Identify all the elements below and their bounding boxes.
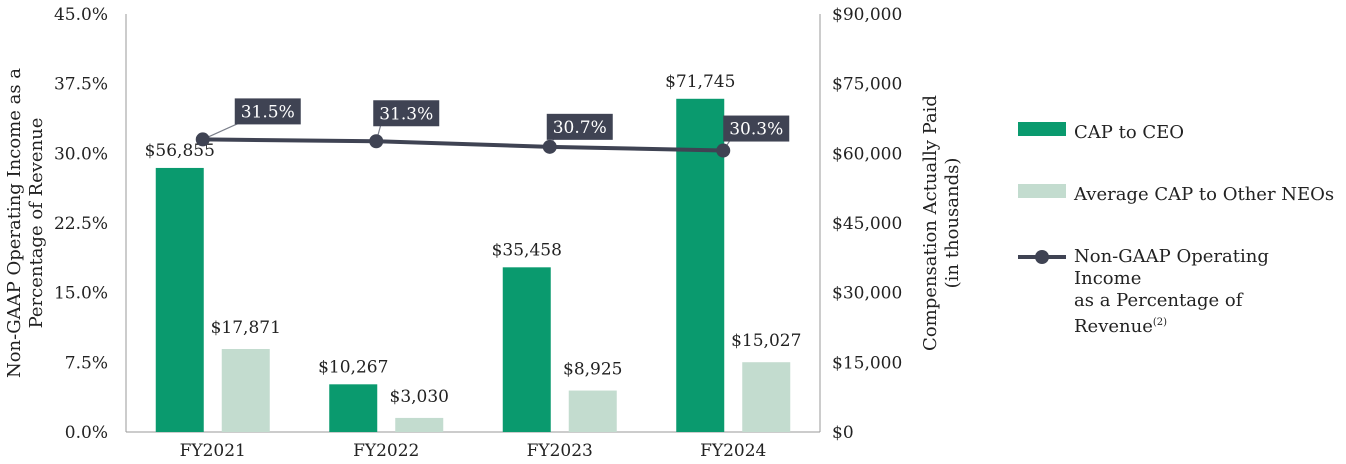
legend-item-cap-neo: Average CAP to Other NEOs — [1018, 184, 1334, 206]
y-left-tick-label: 15.0% — [54, 284, 108, 304]
y-right-tick-label: $15,000 — [832, 353, 902, 373]
point-op-income — [716, 143, 731, 158]
x-tick-label: FY2022 — [353, 441, 419, 461]
y-left-tick-label: 30.0% — [54, 144, 108, 164]
y-right-tick-label: $30,000 — [832, 284, 902, 304]
y-left-tick-label: 0.0% — [65, 423, 108, 443]
data-label-cap-ceo: $56,855 — [145, 141, 215, 161]
legend-label-cap-ceo: CAP to CEO — [1074, 122, 1185, 143]
y-right-tick-label: $45,000 — [832, 214, 902, 234]
legend-line-marker — [1018, 246, 1066, 268]
y-left-tick-label: 37.5% — [54, 75, 108, 95]
data-label-op-income: 31.5% — [241, 102, 295, 122]
y-right-tick-label: $75,000 — [832, 75, 902, 95]
callout-box — [234, 98, 301, 125]
y-left-tick-label: 22.5% — [54, 214, 108, 234]
bar-cap-neo — [395, 417, 444, 432]
legend-item-op-income: Non-GAAP Operating Income as a Percentag… — [1018, 246, 1338, 338]
callout-box — [723, 115, 790, 142]
legend-item-cap-ceo: CAP to CEO — [1018, 122, 1184, 144]
legend-swatch-cap-ceo — [1018, 122, 1066, 136]
bar-cap-ceo — [502, 267, 551, 432]
y-right-axis-title: Compensation Actually Paid(in thousands) — [920, 95, 963, 351]
line-op-income — [202, 137, 724, 153]
callout-box — [373, 100, 440, 127]
y-left-axis-title: Non-GAAP Operating Income as aPercentage… — [4, 68, 47, 378]
y-right-tick-label: $90,000 — [832, 5, 902, 25]
point-op-income — [195, 132, 210, 147]
data-label-cap-ceo: $71,745 — [665, 72, 735, 92]
y-left-tick-label: 7.5% — [65, 353, 108, 373]
y-right-tick-label: $60,000 — [832, 144, 902, 164]
data-label-cap-neo: $17,871 — [211, 318, 281, 338]
combo-chart: 0.0% 7.5% 15.0% 22.5% 30.0% 37.5% 45.0% $0 $15,0… — [4, 5, 963, 461]
legend-label-cap-neo: Average CAP to Other NEOs — [1074, 184, 1335, 205]
x-tick-label: FY2023 — [527, 441, 593, 461]
x-tick-label: FY2021 — [180, 441, 246, 461]
data-label-op-income: 31.3% — [379, 104, 433, 124]
bar-cap-neo — [742, 362, 791, 432]
data-label-cap-neo: $3,030 — [390, 387, 449, 407]
y-left-tick-label: 45.0% — [54, 5, 108, 25]
bar-cap-neo — [568, 390, 617, 432]
legend-swatch-cap-neo — [1018, 184, 1066, 198]
bar-cap-ceo — [329, 384, 378, 432]
data-label-cap-ceo: $10,267 — [318, 357, 388, 377]
data-label-op-income: 30.3% — [729, 120, 783, 140]
data-label-cap-neo: $8,925 — [563, 360, 622, 380]
x-tick-label: FY2024 — [700, 441, 766, 461]
bar-cap-neo — [221, 348, 270, 432]
legend-label-op-income: Non-GAAP Operating Income as a Percentag… — [1074, 246, 1269, 337]
point-op-income — [369, 134, 384, 149]
point-op-income — [542, 139, 557, 154]
data-label-cap-neo: $15,027 — [731, 331, 801, 351]
bar-cap-ceo — [676, 98, 725, 432]
data-label-op-income: 30.7% — [553, 118, 607, 138]
data-label-cap-ceo: $35,458 — [492, 240, 562, 260]
bar-cap-ceo — [155, 167, 204, 432]
callout-box — [546, 113, 613, 140]
y-right-tick-label: $0 — [832, 423, 854, 443]
